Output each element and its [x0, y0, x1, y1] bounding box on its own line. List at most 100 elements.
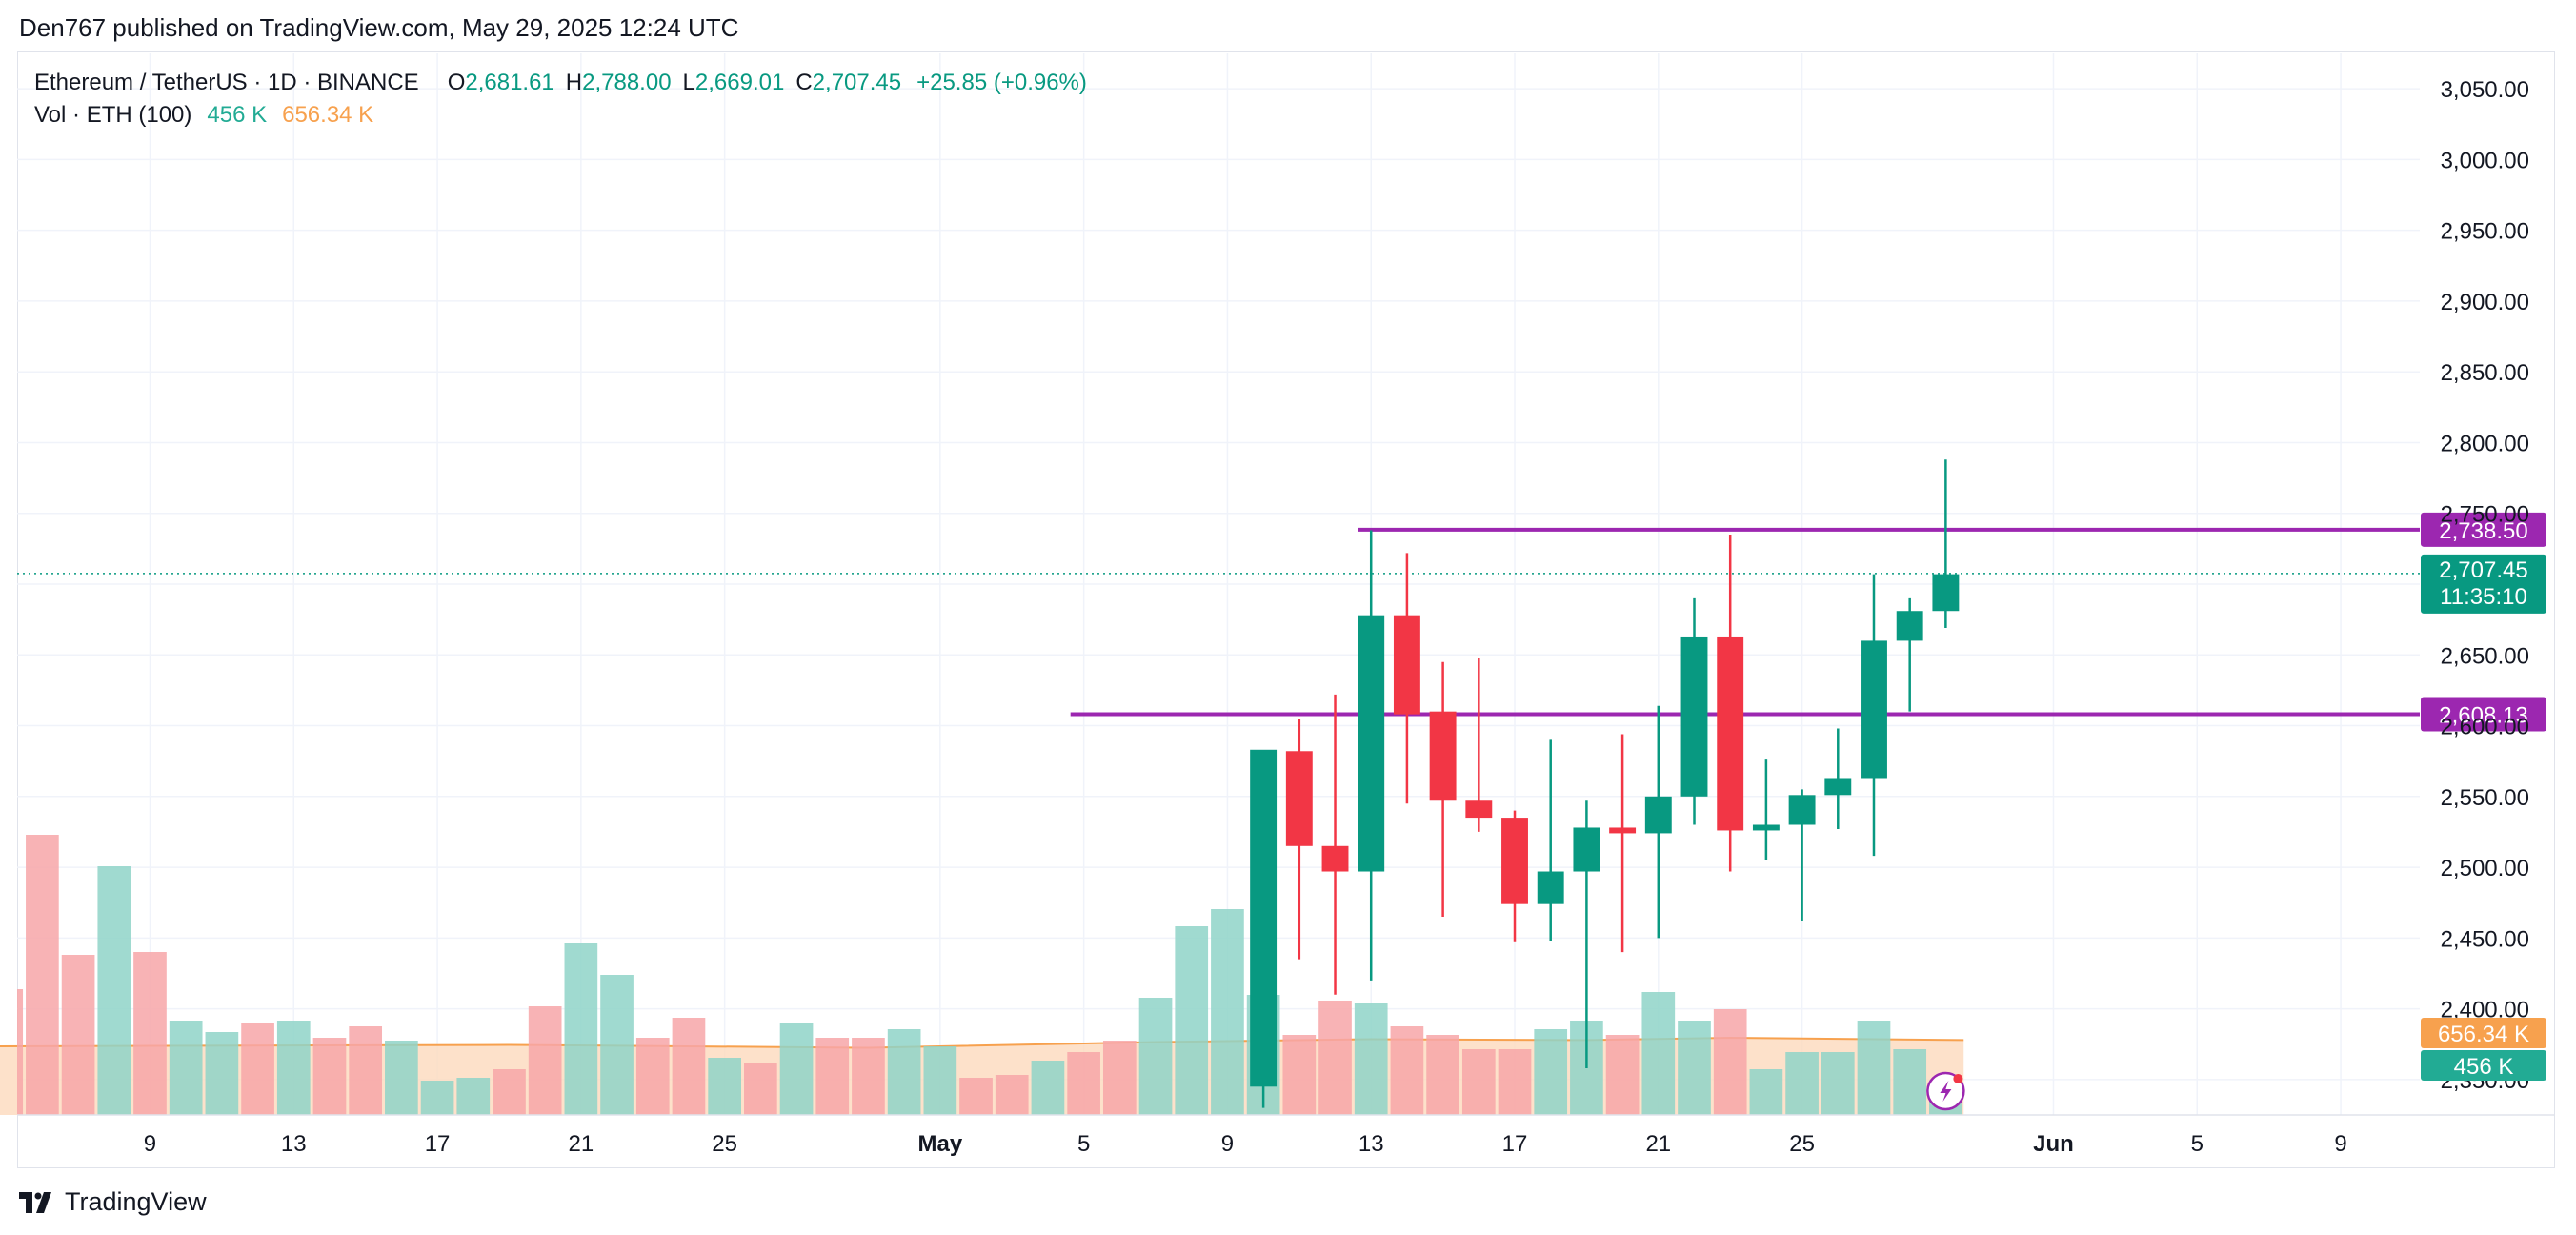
- volume-bar: [1102, 1041, 1137, 1115]
- volume-bar: [815, 1038, 850, 1115]
- chart-legend: Ethereum / TetherUS · 1D · BINANCE O 2,68…: [34, 67, 1087, 132]
- candle-body: [1285, 751, 1313, 846]
- price-tick-label: 2,800.00: [2441, 431, 2529, 456]
- candle-body: [1644, 796, 1672, 834]
- volume-bar: [1175, 926, 1209, 1115]
- candle-body: [1573, 827, 1600, 872]
- price-tick-label: 2,600.00: [2441, 715, 2529, 740]
- horizontal-line-label-bg: [2421, 512, 2546, 547]
- volume-bar: [1318, 1001, 1352, 1115]
- time-tick-label: 25: [712, 1131, 737, 1157]
- volume-bar: [1641, 992, 1676, 1115]
- volume-bar: [17, 989, 24, 1115]
- volume-bar: [1031, 1061, 1065, 1115]
- price-tick-label: 2,850.00: [2441, 360, 2529, 386]
- footer: TradingView: [19, 1187, 207, 1217]
- volume-bar: [1857, 1021, 1891, 1115]
- close-label: C: [795, 70, 813, 95]
- volume-bar: [779, 1023, 814, 1115]
- candle-body: [1824, 778, 1852, 796]
- chart-frame: [17, 51, 2555, 1168]
- price-tick-label: 2,950.00: [2441, 219, 2529, 245]
- volume-bar: [635, 1038, 670, 1115]
- volume-bar: [1678, 1021, 1711, 1115]
- grid: [17, 53, 2420, 1115]
- volume-bar: [1138, 998, 1173, 1115]
- volume-bar: [672, 1018, 706, 1115]
- candle-body: [1717, 636, 1744, 831]
- candle-body: [1932, 574, 1960, 612]
- time-tick-label: May: [917, 1131, 962, 1157]
- candle-body: [1752, 824, 1780, 831]
- candles: [1250, 459, 1960, 1108]
- time-tick-label: 9: [2334, 1131, 2346, 1157]
- volume-bar: [887, 1029, 921, 1115]
- price-tick-label: 2,450.00: [2441, 926, 2529, 952]
- volume-bar: [276, 1021, 311, 1115]
- volume-bar: [852, 1038, 885, 1115]
- volume-bar: [1785, 1052, 1819, 1115]
- price-tick-label: 3,050.00: [2441, 77, 2529, 103]
- volume-bar: [923, 1046, 957, 1115]
- volume-bar: [205, 1032, 239, 1115]
- open-label: O: [447, 70, 466, 95]
- lightning-bolt-icon: [1940, 1081, 1952, 1102]
- volume-bar: [1461, 1049, 1496, 1115]
- volume-bar: [1605, 1035, 1640, 1115]
- change-value: +25.85 (+0.96%): [916, 70, 1087, 95]
- volume-bar: [744, 1063, 777, 1115]
- volume-bar: [1067, 1052, 1100, 1115]
- volume-bar: [959, 1078, 993, 1115]
- notification-dot-icon: [1953, 1074, 1963, 1083]
- volume-bar: [600, 975, 634, 1115]
- candle-body: [1250, 749, 1278, 1087]
- time-tick-label: 5: [1077, 1131, 1090, 1157]
- price-tick-label: 2,500.00: [2441, 856, 2529, 881]
- volume-bar: [26, 835, 59, 1115]
- candle-body: [1861, 640, 1887, 779]
- low-label: L: [682, 70, 695, 95]
- volume-bar: [169, 1021, 203, 1115]
- candle-body: [1321, 845, 1349, 872]
- tradingview-brand[interactable]: TradingView: [65, 1187, 207, 1216]
- volume-bar: [456, 1078, 491, 1115]
- last-price-label-bg: [2421, 554, 2546, 614]
- volume-bar: [1390, 1026, 1424, 1115]
- volume-axis-label-bg: [2421, 1018, 2546, 1048]
- volume-bar: [528, 1006, 562, 1115]
- horizontal-line-label: 2,608.13: [2439, 702, 2527, 728]
- last-price-label: 2,707.45: [2439, 557, 2527, 583]
- time-axis: 9 13 17 21 25 May 5 9 13 17 21 25 Jun 5 9: [17, 1114, 2555, 1157]
- volume-bar: [61, 955, 95, 1115]
- time-tick-label: 25: [1789, 1131, 1815, 1157]
- price-tick-label: 2,650.00: [2441, 643, 2529, 669]
- publish-info: Den767 published on TradingView.com, May…: [19, 13, 739, 42]
- time-tick-label: 9: [144, 1131, 156, 1157]
- candle-body: [1393, 615, 1420, 715]
- candle-body: [1429, 711, 1457, 801]
- volume-bar: [1498, 1049, 1532, 1115]
- volume-bar: [133, 952, 167, 1115]
- high-label: H: [565, 70, 583, 95]
- high-value: 2,788.00: [582, 70, 672, 95]
- candle-body: [1501, 818, 1528, 904]
- time-tick-label: Jun: [2033, 1131, 2074, 1157]
- volume-bar: [564, 943, 598, 1115]
- volume-value: 456 K: [207, 102, 268, 128]
- volume-axis-label: 656.34 K: [2438, 1022, 2529, 1047]
- open-value: 2,681.61: [465, 70, 554, 95]
- volume-title[interactable]: Vol · ETH (100): [34, 102, 192, 128]
- volume-bar: [241, 1023, 274, 1115]
- volume-row: Vol · ETH (100) 456 K 656.34 K: [34, 99, 1087, 132]
- time-tick-label: 5: [2191, 1131, 2204, 1157]
- countdown-label: 11:35:10: [2440, 584, 2527, 610]
- symbol-title[interactable]: Ethereum / TetherUS · 1D · BINANCE: [34, 70, 419, 95]
- volume-ma-value: 656.34 K: [282, 102, 374, 128]
- tradingview-logo-icon: [19, 1191, 51, 1213]
- close-value: 2,707.45: [812, 70, 902, 95]
- volume-axis-label-bg: [2421, 1050, 2546, 1081]
- volume-bar: [1211, 909, 1244, 1115]
- volume-bar: [995, 1075, 1029, 1115]
